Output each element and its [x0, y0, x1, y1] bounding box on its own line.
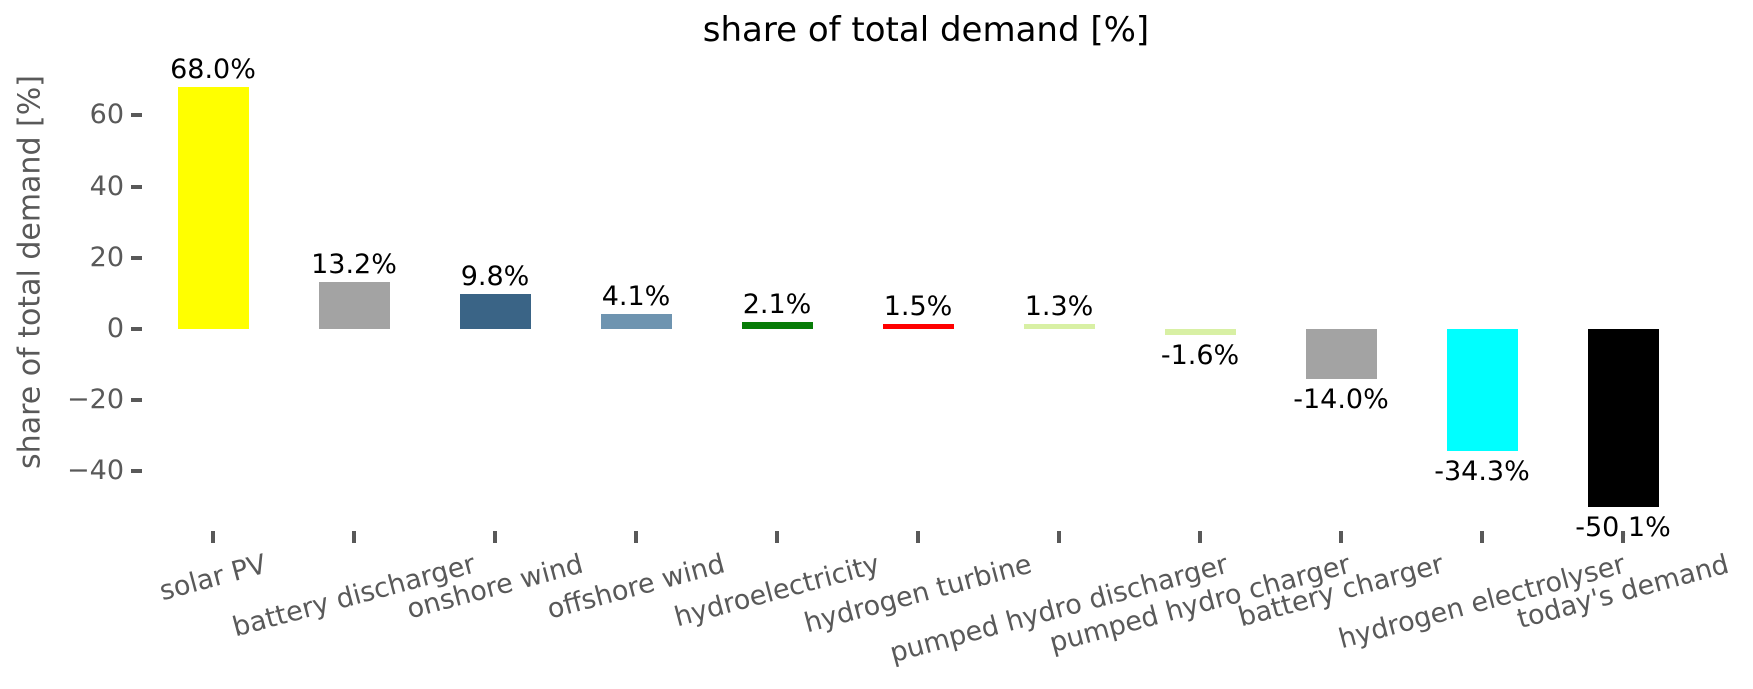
bar-solar-pv	[177, 86, 249, 329]
y-tick-label: 0	[106, 313, 124, 344]
y-tick-mark	[131, 113, 142, 118]
bar-value-label: 1.5%	[883, 290, 953, 322]
bar-value-label: 2.1%	[742, 288, 812, 320]
bar-value-label: 68.0%	[170, 53, 256, 85]
y-tick-label: 20	[89, 241, 124, 273]
y-tick-label: 40	[89, 170, 124, 202]
x-tick-label: solar PV	[156, 548, 270, 608]
x-tick-mark	[493, 531, 497, 543]
bar-battery-charger	[1305, 329, 1377, 379]
bar-pumped-hydro-charger	[1164, 329, 1236, 335]
x-tick-mark	[1057, 531, 1061, 543]
y-tick-label: 60	[89, 99, 124, 131]
x-tick-mark	[1480, 531, 1484, 543]
bar-hydrogen-electrolyser	[1446, 329, 1518, 452]
y-tick-label: −40	[67, 455, 124, 487]
bar-hydroelectricity	[741, 321, 813, 329]
bar-today-s-demand	[1587, 329, 1659, 508]
bar-value-label: 9.8%	[460, 261, 530, 293]
bar-value-label: -1.6%	[1160, 339, 1240, 371]
bar-value-label: 13.2%	[311, 249, 397, 280]
y-tick-mark	[131, 255, 142, 260]
x-tick-mark	[634, 531, 638, 543]
bar-pumped-hydro-discharger	[1023, 324, 1095, 329]
x-tick-mark	[916, 531, 920, 543]
x-tick-mark	[775, 531, 779, 543]
bar-value-label: 1.3%	[1024, 291, 1094, 323]
x-tick-mark	[1198, 531, 1202, 543]
y-tick-mark	[131, 469, 142, 474]
y-tick-mark	[131, 184, 142, 189]
bar-hydrogen-turbine	[882, 323, 954, 329]
bar-onshore-wind	[459, 294, 531, 329]
y-tick-label: −20	[67, 384, 124, 416]
bar-value-label: 4.1%	[601, 281, 671, 313]
bar-value-label: -14.0%	[1293, 383, 1389, 415]
x-tick-mark	[1339, 531, 1343, 543]
x-tick-mark	[1621, 531, 1625, 543]
bar-battery-discharger	[318, 282, 390, 329]
y-tick-mark	[131, 398, 142, 403]
bar-value-label: -34.3%	[1434, 456, 1530, 488]
x-tick-mark	[352, 531, 356, 543]
bar-offshore-wind	[600, 314, 672, 329]
x-tick-mark	[211, 531, 215, 543]
chart-title: share of total demand [%]	[702, 10, 1150, 50]
y-tick-mark	[131, 327, 142, 331]
